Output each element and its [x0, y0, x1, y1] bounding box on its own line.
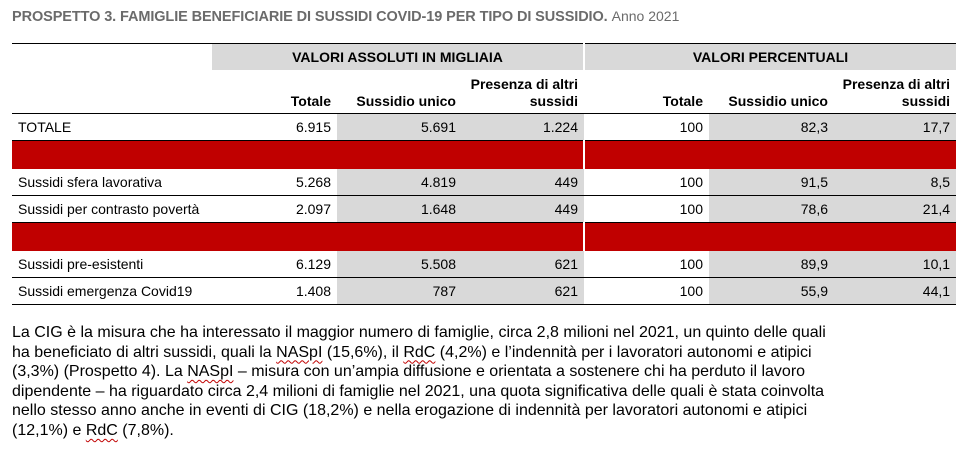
title-year: Anno 2021	[611, 8, 680, 24]
table-row: Sussidi emergenza Covid19 1.408 787 621 …	[12, 277, 957, 305]
col-header-totale: Totale	[212, 70, 337, 114]
title-main: PROSPETTO 3. FAMIGLIE BENEFICIARIE DI SU…	[12, 9, 608, 25]
cell: 100	[584, 169, 709, 196]
prospetto-table: VALORI ASSOLUTI IN MIGLIAIA VALORI PERCE…	[12, 43, 957, 305]
cell: 5.268	[212, 169, 337, 196]
cell: 78,6	[709, 195, 834, 223]
cell: 5.691	[337, 113, 462, 141]
col-header-line1: Presenza di altri	[470, 76, 578, 92]
cell: 1.648	[337, 195, 462, 223]
cell: 100	[584, 251, 709, 278]
cell: 55,9	[709, 277, 834, 305]
cell: 4.819	[337, 169, 462, 196]
cell: 5.508	[337, 251, 462, 278]
highlight-row	[12, 222, 957, 251]
table-row: Sussidi sfera lavorativa 5.268 4.819 449…	[12, 169, 957, 196]
col-header-line1: Presenza di altri	[842, 76, 951, 92]
col-header-line2: sussidi	[529, 93, 578, 109]
col-header-sussidio-unico-pct: Sussidio unico	[709, 70, 834, 114]
cell: 100	[584, 113, 709, 141]
col-header-sussidio-unico: Sussidio unico	[337, 70, 462, 114]
cell: 2.097	[212, 195, 337, 223]
cell: 8,5	[834, 169, 957, 196]
table-row: Sussidi per contrasto povertà 2.097 1.64…	[12, 195, 957, 223]
paragraph-line: ha beneficiato di altri sussidi, quali l…	[12, 343, 812, 361]
col-header-altri-sussidi: Presenza di altri sussidi	[462, 70, 584, 114]
cell: 91,5	[709, 169, 834, 196]
naspi-term: NASpI	[187, 363, 234, 381]
group-header-absolute: VALORI ASSOLUTI IN MIGLIAIA	[212, 43, 584, 70]
cell: 449	[462, 195, 584, 223]
naspi-term: NASpI	[276, 343, 323, 361]
cell: 100	[584, 195, 709, 223]
col-header-line2: sussidi	[901, 93, 951, 109]
cell: 17,7	[834, 113, 957, 141]
table-row: Sussidi pre-esistenti 6.129 5.508 621 10…	[12, 251, 957, 278]
row-label: Sussidi emergenza Covid19	[12, 277, 212, 305]
col-header-altri-sussidi-pct: Presenza di altri sussidi	[834, 70, 957, 114]
cell: 449	[462, 169, 584, 196]
cell: 89,9	[709, 251, 834, 278]
cell: 787	[337, 277, 462, 305]
rdc-term: RdC	[85, 421, 118, 439]
cell: 82,3	[709, 113, 834, 141]
row-label: Sussidi per contrasto povertà	[12, 195, 212, 223]
cell: 6.915	[212, 113, 337, 141]
cell: 621	[462, 251, 584, 278]
cell: 1.224	[462, 113, 584, 141]
paragraph-line: nello stesso anno anche in eventi di CIG…	[12, 402, 808, 420]
paragraph-line: (12,1%) e RdC (7,8%).	[12, 421, 174, 439]
highlight-row	[12, 140, 957, 169]
cell: 21,4	[834, 195, 957, 223]
cell: 6.129	[212, 251, 337, 278]
cell: 10,1	[834, 251, 957, 278]
cell: 100	[584, 277, 709, 305]
body-paragraph: La CIG è la misura che ha interessato il…	[12, 323, 962, 441]
cell: 621	[462, 277, 584, 305]
cell: 1.408	[212, 277, 337, 305]
cell: 44,1	[834, 277, 957, 305]
paragraph-line: La CIG è la misura che ha interessato il…	[12, 324, 826, 341]
row-label: Sussidi pre-esistenti	[12, 251, 212, 278]
table-title: PROSPETTO 3. FAMIGLIE BENEFICIARIE DI SU…	[12, 8, 679, 25]
row-label: Sussidi sfera lavorativa	[12, 169, 212, 196]
table-row: TOTALE 6.915 5.691 1.224 100 82,3 17,7	[12, 113, 957, 141]
group-header-row: VALORI ASSOLUTI IN MIGLIAIA VALORI PERCE…	[12, 43, 957, 70]
paragraph-line: (3,3%) (Prospetto 4). La NASpI – misura …	[12, 363, 806, 381]
paragraph-line: dipendente – ha riguardato circa 2,4 mil…	[12, 382, 825, 400]
rdc-term: RdC	[403, 343, 436, 361]
col-header-totale-pct: Totale	[584, 70, 709, 114]
row-label: TOTALE	[12, 113, 212, 141]
group-header-percent: VALORI PERCENTUALI	[582, 43, 957, 70]
column-header-row: Totale Sussidio unico Presenza di altri s…	[12, 70, 957, 114]
